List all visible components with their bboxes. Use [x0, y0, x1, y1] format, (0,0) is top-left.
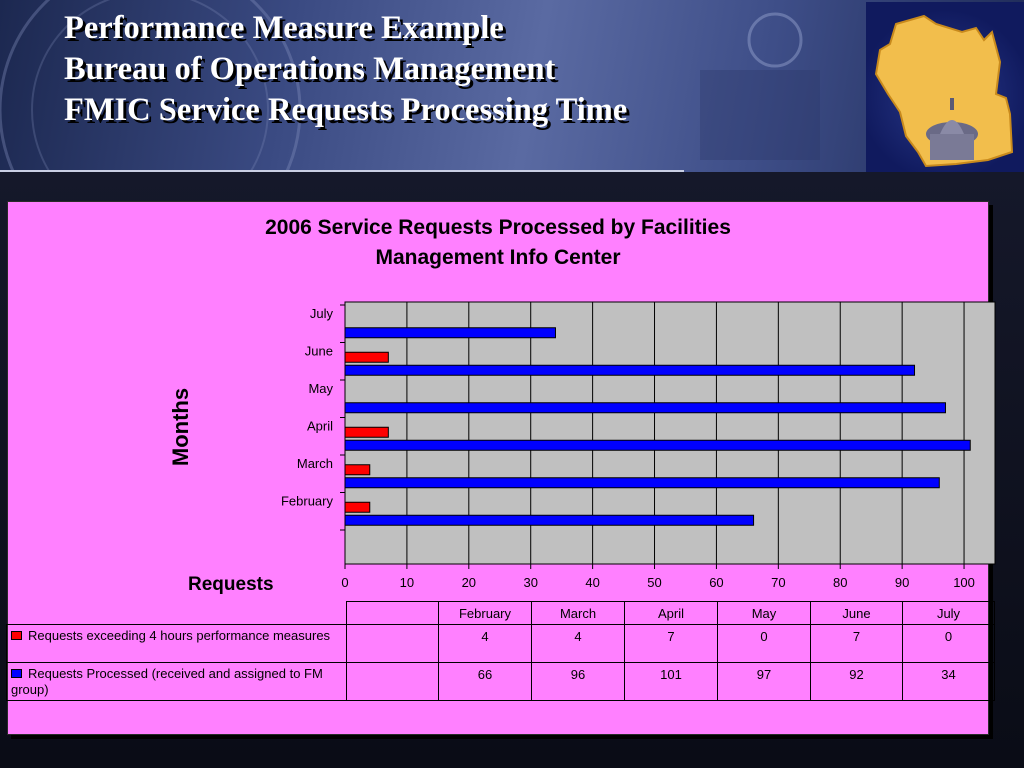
chart-title: 2006 Service Requests Processed by Facil… — [148, 213, 848, 273]
bar-processed — [344, 402, 946, 414]
legend-key-red — [11, 631, 22, 641]
bar-processed — [344, 327, 556, 339]
table-cell: 0 — [717, 624, 811, 663]
y-tick-label: June — [305, 343, 333, 358]
table-cell: 0 — [902, 624, 995, 663]
table-cell: 34 — [902, 662, 995, 701]
table-header-cell: May — [717, 601, 811, 625]
y-axis-label-text: Months — [168, 387, 193, 467]
y-tick-label: March — [297, 456, 333, 471]
y-tick-label: May — [308, 381, 333, 396]
bar-processed — [344, 514, 755, 526]
banner-background-art — [0, 0, 820, 172]
table-cell: 92 — [810, 662, 903, 701]
table-cell-blank — [346, 662, 439, 701]
slide-title-line-3: FMIC Service Requests Processing Time — [64, 92, 628, 128]
table-cell: 66 — [438, 662, 532, 701]
table-cell: 97 — [717, 662, 811, 701]
slide-title: Performance Measure Example Bureau of Op… — [64, 8, 627, 131]
slide-title-line-2: Bureau of Operations Management — [64, 51, 556, 87]
wisconsin-map-image — [866, 2, 1024, 172]
bar-exceeding — [344, 501, 371, 513]
x-axis-label: Requests — [188, 574, 274, 595]
table-header-cell: February — [438, 601, 532, 625]
legend-entry-exceeding: Requests exceeding 4 hours performance m… — [6, 624, 347, 663]
data-table: February March April May June July Reque… — [6, 601, 995, 701]
table-cell: 101 — [624, 662, 718, 701]
x-tick-label: 50 — [647, 575, 661, 590]
y-tick-label: February — [281, 493, 334, 508]
bar-exceeding — [344, 426, 389, 438]
legend-key-blue — [11, 669, 22, 679]
table-header-row: February March April May June July — [7, 601, 995, 625]
x-tick-label: 30 — [523, 575, 537, 590]
chart-title-line-1: 2006 Service Requests Processed by Facil… — [265, 216, 731, 239]
bar-exceeding — [344, 464, 371, 476]
x-tick-label: 60 — [709, 575, 723, 590]
table-header-cell: June — [810, 601, 903, 625]
x-tick-label: 90 — [895, 575, 909, 590]
bar-exceeding — [344, 351, 389, 363]
table-row-processed: Requests Processed (received and assigne… — [6, 662, 995, 701]
x-tick-label: 0 — [341, 575, 348, 590]
table-header-blank — [346, 601, 439, 625]
x-tick-label: 40 — [585, 575, 599, 590]
x-tick-label: 80 — [833, 575, 847, 590]
table-cell: 96 — [531, 662, 625, 701]
bar-chart: 0 10 20 30 40 50 60 70 80 90 100 February March April… — [281, 301, 996, 590]
chart-title-line-2: Management Info Center — [375, 246, 621, 269]
table-cell: 4 — [438, 624, 532, 663]
bar-processed — [344, 364, 916, 376]
y-tick-label: July — [310, 306, 334, 321]
slide-title-line-1: Performance Measure Example — [64, 10, 504, 46]
table-header-cell: March — [531, 601, 625, 625]
bar-processed — [344, 477, 940, 489]
header-banner: Performance Measure Example Bureau of Op… — [0, 0, 1024, 172]
legend-label-processed: Requests Processed (received and assigne… — [11, 666, 323, 697]
x-tick-label: 100 — [953, 575, 975, 590]
table-header-cell: April — [624, 601, 718, 625]
table-cell: 7 — [810, 624, 903, 663]
y-tick-label: April — [307, 418, 333, 433]
table-row-exceeding: Requests exceeding 4 hours performance m… — [6, 624, 995, 663]
legend-entry-processed: Requests Processed (received and assigne… — [6, 662, 347, 701]
table-cell-blank — [346, 624, 439, 663]
x-tick-label: 70 — [771, 575, 785, 590]
x-tick-label: 20 — [462, 575, 476, 590]
table-corner — [7, 602, 347, 625]
x-tick-label: 10 — [400, 575, 414, 590]
legend-label-exceeding: Requests exceeding 4 hours performance m… — [28, 628, 331, 643]
bar-processed — [344, 439, 971, 451]
table-cell: 4 — [531, 624, 625, 663]
table-cell: 7 — [624, 624, 718, 663]
banner-divider — [0, 170, 684, 172]
table-header-cell: July — [902, 601, 995, 625]
